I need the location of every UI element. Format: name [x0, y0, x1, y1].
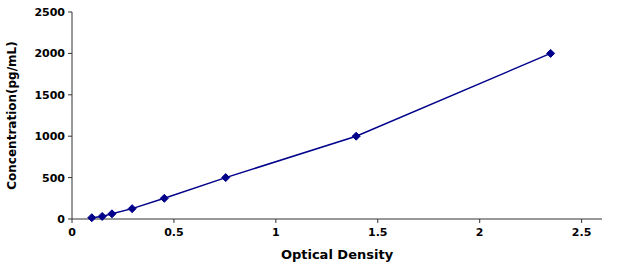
x-tick-label: 0 — [68, 226, 76, 239]
marker — [352, 132, 360, 140]
y-tick-label: 1500 — [34, 89, 65, 102]
x-tick — [479, 219, 480, 223]
x-axis-label: Optical Density — [281, 247, 394, 262]
marker — [547, 49, 555, 57]
marker — [98, 212, 106, 220]
y-axis — [72, 12, 73, 219]
x-axis — [72, 219, 602, 220]
x-tick — [275, 219, 276, 223]
y-axis-label: Concentration(pg/mL) — [5, 41, 19, 189]
chart: 0 0.5 1 1.5 2 2.5 0 500 1000 1500 2000 2500 Optical … — [0, 0, 618, 271]
x-tick-label: 1.5 — [368, 226, 388, 239]
marker — [88, 214, 96, 222]
y-tick-label: 2500 — [34, 6, 65, 19]
x-tick — [173, 219, 174, 223]
y-tick — [68, 53, 72, 54]
x-tick-label: 0.5 — [164, 226, 184, 239]
y-tick — [68, 177, 72, 178]
y-tick-label: 0 — [57, 213, 65, 226]
y-tick — [68, 219, 72, 220]
marker — [160, 194, 168, 202]
x-tick-label: 2.5 — [572, 226, 592, 239]
x-tick-label: 2 — [476, 226, 484, 239]
x-tick — [377, 219, 378, 223]
marker — [128, 205, 136, 213]
x-tick — [72, 219, 73, 223]
plot-area — [88, 49, 555, 221]
y-tick — [68, 94, 72, 95]
y-tick-label: 1000 — [34, 130, 65, 143]
y-tick-label: 2000 — [34, 47, 65, 60]
marker — [222, 174, 230, 182]
marker — [108, 210, 116, 218]
x-tick — [581, 219, 582, 223]
y-tick — [68, 12, 72, 13]
line — [92, 53, 551, 217]
y-tick-label: 500 — [42, 172, 65, 185]
y-tick — [68, 136, 72, 137]
x-tick-label: 1 — [272, 226, 280, 239]
